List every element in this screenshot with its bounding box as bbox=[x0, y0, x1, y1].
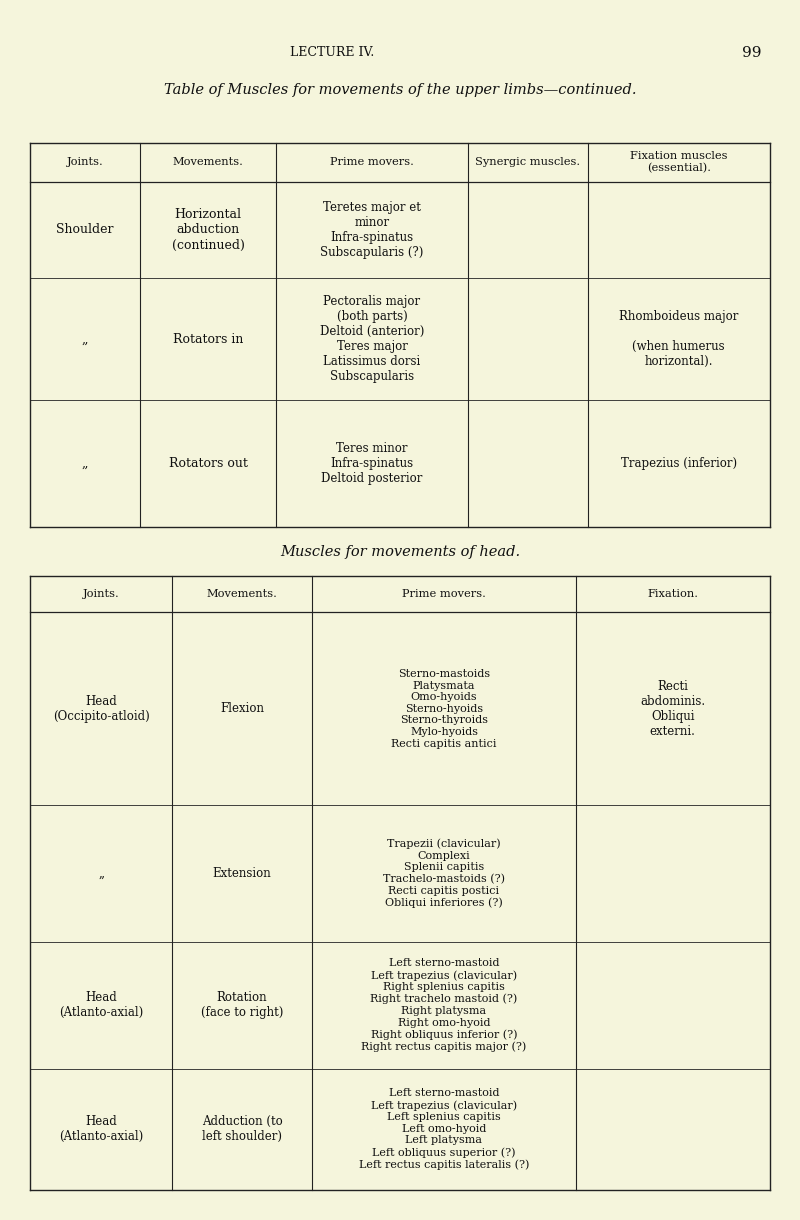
Text: Joints.: Joints. bbox=[83, 589, 119, 599]
Text: Movements.: Movements. bbox=[206, 589, 278, 599]
Text: „: „ bbox=[82, 333, 89, 345]
Text: Muscles for movements of head.: Muscles for movements of head. bbox=[280, 545, 520, 559]
Text: Teres minor
Infra-spinatus
Deltoid posterior: Teres minor Infra-spinatus Deltoid poste… bbox=[322, 442, 422, 486]
Text: Rotation
(face to right): Rotation (face to right) bbox=[201, 992, 283, 1019]
Text: Joints.: Joints. bbox=[67, 157, 103, 167]
Text: Flexion: Flexion bbox=[220, 703, 264, 715]
Text: Trapezii (clavicular)
Complexi
Splenii capitis
Trachelo-mastoids (?)
Recti capit: Trapezii (clavicular) Complexi Splenii c… bbox=[383, 838, 505, 909]
Text: Table of Muscles for movements of the upper limbs—continued.: Table of Muscles for movements of the up… bbox=[164, 83, 636, 96]
Text: Pectoralis major
(both parts)
Deltoid (anterior)
Teres major
Latissimus dorsi
Su: Pectoralis major (both parts) Deltoid (a… bbox=[320, 295, 424, 383]
Text: Synergic muscles.: Synergic muscles. bbox=[475, 157, 581, 167]
Text: Head
(Atlanto-axial): Head (Atlanto-axial) bbox=[59, 992, 143, 1019]
Text: Head
(Atlanto-axial): Head (Atlanto-axial) bbox=[59, 1115, 143, 1143]
Text: Sterno-mastoids
Platysmata
Omo-hyoids
Sterno-hyoids
Sterno-thyroids
Mylo-hyoids
: Sterno-mastoids Platysmata Omo-hyoids St… bbox=[391, 669, 497, 749]
Text: Fixation muscles
(essential).: Fixation muscles (essential). bbox=[630, 151, 727, 173]
Text: Rotators in: Rotators in bbox=[173, 333, 243, 345]
Text: Recti
abdominis.
Obliqui
externi.: Recti abdominis. Obliqui externi. bbox=[640, 680, 706, 738]
Text: 99: 99 bbox=[742, 46, 762, 60]
Text: „: „ bbox=[82, 458, 89, 470]
Text: Trapezius (inferior): Trapezius (inferior) bbox=[621, 458, 737, 470]
Text: Left sterno-mastoid
Left trapezius (clavicular)
Right splenius capitis
Right tra: Left sterno-mastoid Left trapezius (clav… bbox=[362, 959, 526, 1052]
Text: Shoulder: Shoulder bbox=[57, 223, 114, 237]
Text: Movements.: Movements. bbox=[173, 157, 243, 167]
Text: Left sterno-mastoid
Left trapezius (clavicular)
Left splenius capitis
Left omo-h: Left sterno-mastoid Left trapezius (clav… bbox=[359, 1088, 529, 1170]
Text: Fixation.: Fixation. bbox=[647, 589, 698, 599]
Text: Head
(Occipito-atloid): Head (Occipito-atloid) bbox=[53, 695, 150, 722]
Text: Prime movers.: Prime movers. bbox=[402, 589, 486, 599]
Text: LECTURE IV.: LECTURE IV. bbox=[290, 46, 374, 60]
Text: Teretes major et
minor
Infra-spinatus
Subscapularis (?): Teretes major et minor Infra-spinatus Su… bbox=[320, 201, 424, 259]
Text: Prime movers.: Prime movers. bbox=[330, 157, 414, 167]
Text: „: „ bbox=[98, 867, 104, 880]
Text: Adduction (to
left shoulder): Adduction (to left shoulder) bbox=[202, 1115, 282, 1143]
Text: Horizontal
abduction
(continued): Horizontal abduction (continued) bbox=[171, 209, 245, 251]
Text: Extension: Extension bbox=[213, 867, 271, 880]
Text: Rotators out: Rotators out bbox=[169, 458, 247, 470]
Text: Rhomboideus major

(when humerus
horizontal).: Rhomboideus major (when humerus horizont… bbox=[619, 310, 738, 368]
